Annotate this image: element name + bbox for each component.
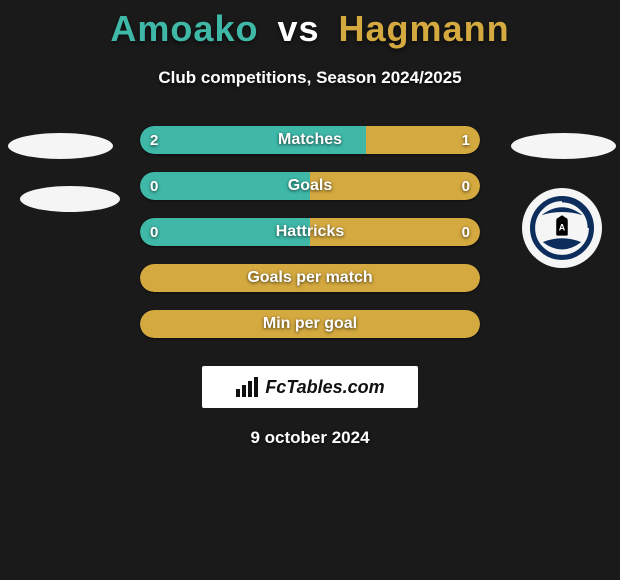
fctables-text: FcTables.com bbox=[265, 377, 384, 398]
stat-label: Min per goal bbox=[140, 310, 480, 338]
stat-value-right: 0 bbox=[462, 218, 470, 246]
subtitle: Club competitions, Season 2024/2025 bbox=[0, 68, 620, 88]
stat-label: Hattricks bbox=[140, 218, 480, 246]
svg-text:A: A bbox=[559, 223, 566, 233]
comparison-title: Amoako vs Hagmann bbox=[0, 0, 620, 50]
player-right-name: Hagmann bbox=[339, 8, 510, 49]
bars-icon bbox=[235, 377, 259, 397]
stat-label: Matches bbox=[140, 126, 480, 154]
stat-value-left: 0 bbox=[150, 172, 158, 200]
stat-bar-row: Hattricks0 0 bbox=[140, 218, 480, 246]
club-crest-icon: A bbox=[530, 196, 594, 260]
player-right-photo-placeholder bbox=[511, 133, 616, 159]
stat-label: Goals bbox=[140, 172, 480, 200]
player-right-club-logo: A bbox=[522, 188, 602, 268]
stat-value-right: 0 bbox=[462, 172, 470, 200]
comparison-arena: A Matches21Goals00Hattricks00Goals per m… bbox=[0, 118, 620, 348]
stat-value-right: 1 bbox=[462, 126, 470, 154]
player-left-club-placeholder bbox=[20, 186, 120, 212]
stat-bar-row: Goals0 0 bbox=[140, 172, 480, 200]
stat-value-left: 2 bbox=[150, 126, 158, 154]
stat-value-left: 0 bbox=[150, 218, 158, 246]
stat-bar-row: Matches2 1 bbox=[140, 126, 480, 154]
snapshot-date: 9 october 2024 bbox=[0, 428, 620, 448]
player-left-name: Amoako bbox=[110, 8, 258, 49]
stat-bars: Matches21Goals00Hattricks00Goals per mat… bbox=[140, 126, 480, 356]
stat-bar-row: Min per goal bbox=[140, 310, 480, 338]
stat-bar-row: Goals per match bbox=[140, 264, 480, 292]
fctables-logo: FcTables.com bbox=[202, 366, 418, 408]
vs-text: vs bbox=[277, 8, 319, 49]
player-left-photo-placeholder bbox=[8, 133, 113, 159]
stat-label: Goals per match bbox=[140, 264, 480, 292]
